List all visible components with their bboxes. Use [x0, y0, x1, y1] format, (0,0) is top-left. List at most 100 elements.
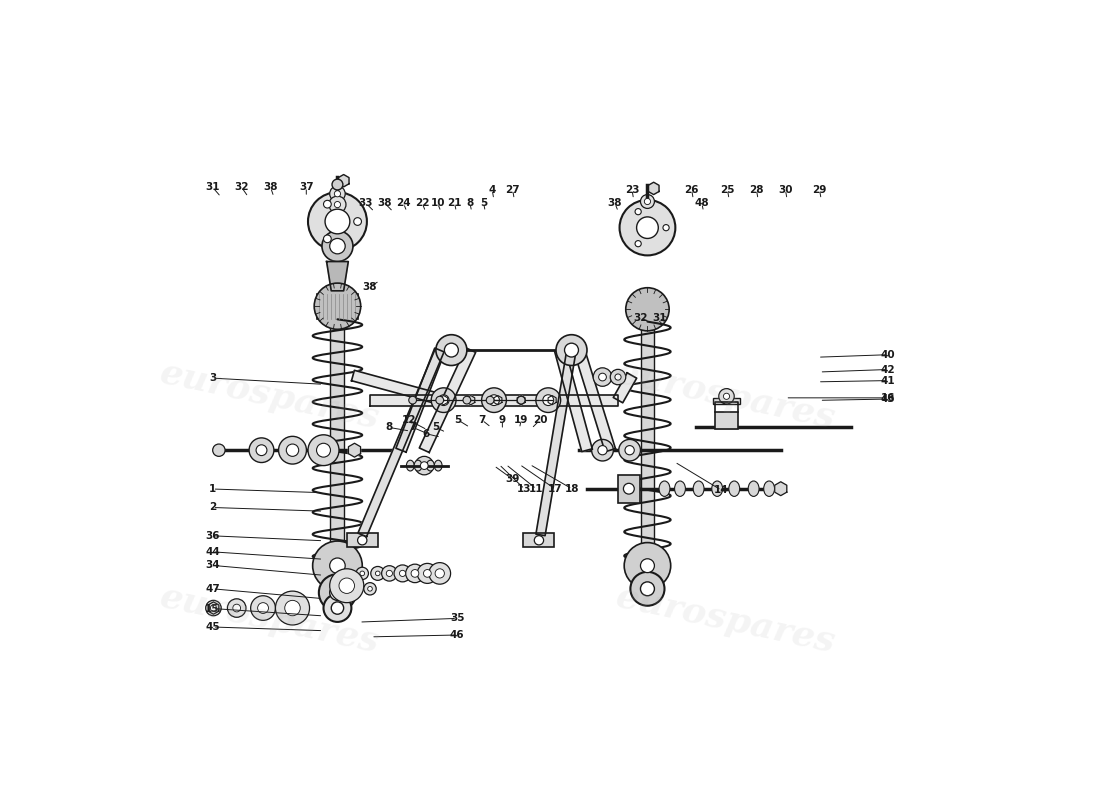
Circle shape	[326, 209, 350, 234]
Text: 32: 32	[634, 313, 648, 322]
Text: 22: 22	[415, 198, 429, 208]
Circle shape	[399, 570, 406, 577]
Circle shape	[436, 334, 466, 366]
Circle shape	[375, 571, 381, 576]
Polygon shape	[466, 395, 475, 405]
Circle shape	[332, 179, 343, 190]
Circle shape	[329, 196, 346, 213]
Polygon shape	[370, 394, 618, 406]
Circle shape	[424, 570, 431, 578]
Circle shape	[228, 599, 246, 618]
Circle shape	[317, 443, 330, 457]
Text: 45: 45	[206, 622, 220, 632]
Text: 36: 36	[206, 531, 220, 541]
Ellipse shape	[693, 481, 704, 496]
Ellipse shape	[415, 460, 422, 471]
Circle shape	[330, 186, 345, 202]
Circle shape	[308, 192, 367, 250]
Circle shape	[615, 374, 622, 380]
Polygon shape	[396, 348, 444, 452]
Circle shape	[358, 536, 367, 545]
Circle shape	[517, 396, 525, 404]
Polygon shape	[554, 349, 592, 452]
Circle shape	[409, 396, 417, 404]
Bar	[618, 475, 640, 502]
Circle shape	[598, 373, 606, 381]
Text: 9: 9	[498, 415, 506, 425]
Circle shape	[417, 563, 438, 583]
Text: 5: 5	[432, 422, 440, 433]
Circle shape	[626, 288, 669, 331]
Circle shape	[330, 238, 345, 254]
Circle shape	[371, 566, 385, 580]
Circle shape	[315, 283, 361, 330]
Text: 8: 8	[466, 198, 474, 208]
Text: 39: 39	[505, 474, 520, 484]
Circle shape	[334, 190, 341, 197]
Circle shape	[619, 439, 640, 461]
Text: eurospares: eurospares	[613, 356, 839, 436]
Text: 1: 1	[209, 484, 216, 494]
Polygon shape	[339, 174, 349, 187]
Text: eurospares: eurospares	[156, 580, 383, 660]
Circle shape	[640, 582, 654, 596]
Circle shape	[331, 602, 343, 614]
Text: 31: 31	[652, 313, 667, 322]
Polygon shape	[440, 395, 448, 405]
Text: 10: 10	[430, 198, 444, 208]
Circle shape	[663, 225, 669, 230]
Bar	[346, 534, 377, 547]
Circle shape	[322, 230, 353, 262]
Circle shape	[386, 570, 393, 577]
Text: 11: 11	[529, 484, 543, 494]
Circle shape	[463, 396, 471, 404]
Circle shape	[625, 446, 635, 455]
Circle shape	[598, 446, 607, 455]
Circle shape	[249, 438, 274, 462]
Circle shape	[536, 388, 561, 413]
Circle shape	[285, 600, 300, 616]
Text: 47: 47	[205, 584, 220, 594]
Ellipse shape	[712, 481, 723, 496]
Text: 48: 48	[694, 198, 710, 208]
Text: 38: 38	[607, 198, 623, 208]
Circle shape	[635, 241, 641, 246]
Polygon shape	[327, 262, 349, 291]
Text: 17: 17	[548, 484, 562, 494]
Text: 28: 28	[749, 185, 763, 194]
Ellipse shape	[406, 460, 415, 471]
Circle shape	[556, 334, 587, 366]
Circle shape	[436, 396, 443, 404]
Polygon shape	[574, 349, 615, 452]
Bar	[713, 398, 740, 404]
Bar	[330, 312, 344, 570]
Circle shape	[420, 462, 428, 470]
Text: 2: 2	[209, 502, 216, 513]
Text: 33: 33	[359, 198, 373, 208]
Text: 20: 20	[532, 415, 547, 425]
Bar	[524, 534, 554, 547]
Circle shape	[330, 569, 364, 602]
Text: 5: 5	[480, 198, 487, 208]
Circle shape	[593, 368, 612, 386]
Circle shape	[323, 594, 351, 622]
Text: 8: 8	[385, 422, 393, 433]
Bar	[641, 314, 653, 570]
Circle shape	[312, 541, 362, 590]
Circle shape	[286, 444, 299, 456]
Polygon shape	[774, 482, 786, 496]
Circle shape	[323, 235, 331, 242]
Circle shape	[212, 444, 226, 456]
Text: 30: 30	[778, 185, 793, 194]
Ellipse shape	[434, 460, 442, 471]
Text: eurospares: eurospares	[156, 356, 383, 436]
Text: 27: 27	[505, 185, 520, 194]
Circle shape	[257, 602, 268, 614]
Circle shape	[718, 389, 735, 404]
Circle shape	[610, 370, 626, 385]
Polygon shape	[494, 395, 502, 405]
Circle shape	[233, 604, 241, 612]
Polygon shape	[517, 395, 525, 405]
Circle shape	[630, 572, 664, 606]
Text: 40: 40	[880, 350, 895, 360]
